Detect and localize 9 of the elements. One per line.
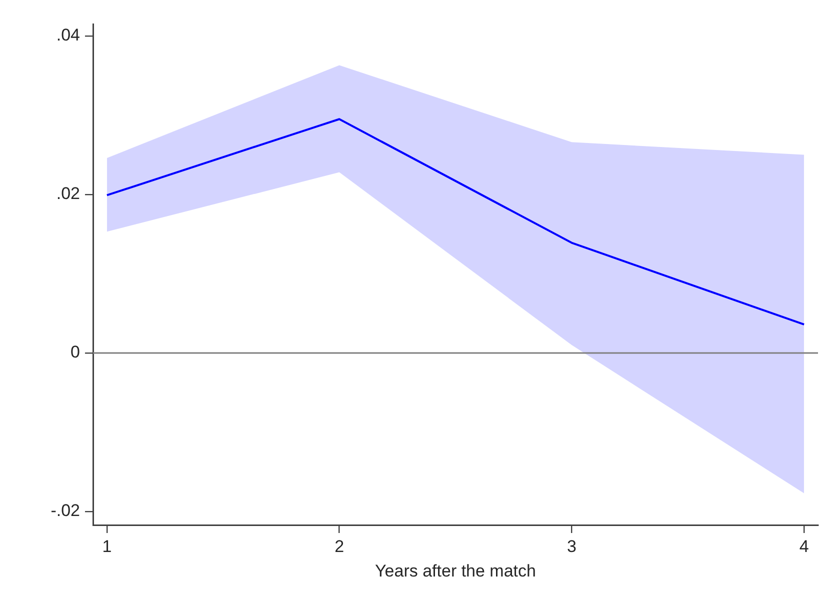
x-tick-label: 3	[566, 536, 576, 556]
x-tick-label: 1	[102, 536, 112, 556]
x-tick-label: 4	[799, 536, 809, 556]
x-tick-label: 2	[334, 536, 344, 556]
y-tick-label: .02	[56, 184, 80, 204]
y-tick-label: -.02	[50, 501, 80, 520]
y-tick-label: .04	[56, 26, 80, 45]
x-axis-title: Years after the match	[375, 561, 536, 580]
y-tick-label: 0	[70, 342, 80, 362]
